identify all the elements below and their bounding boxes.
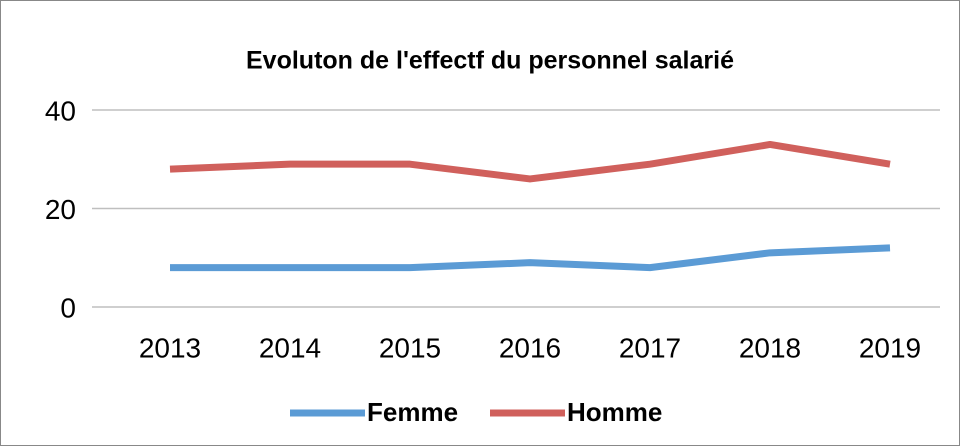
series-line	[170, 244, 891, 272]
legend-label: Homme	[567, 397, 662, 427]
x-tick-label: 2016	[499, 332, 561, 363]
x-tick-label: 2013	[139, 332, 201, 363]
x-tick-label: 2015	[379, 332, 441, 363]
y-tick-label: 0	[60, 292, 76, 323]
y-tick-label: 20	[45, 194, 76, 225]
legend-label: Femme	[367, 397, 458, 427]
chart-title: Evoluton de l'effectf du personnel salar…	[246, 47, 734, 75]
series-line	[169, 140, 891, 183]
x-tick-label: 2018	[739, 332, 801, 363]
x-tick-label: 2014	[259, 332, 321, 363]
y-tick-label: 40	[45, 95, 76, 126]
x-tick-label: 2017	[619, 332, 681, 363]
x-tick-label: 2019	[859, 332, 921, 363]
